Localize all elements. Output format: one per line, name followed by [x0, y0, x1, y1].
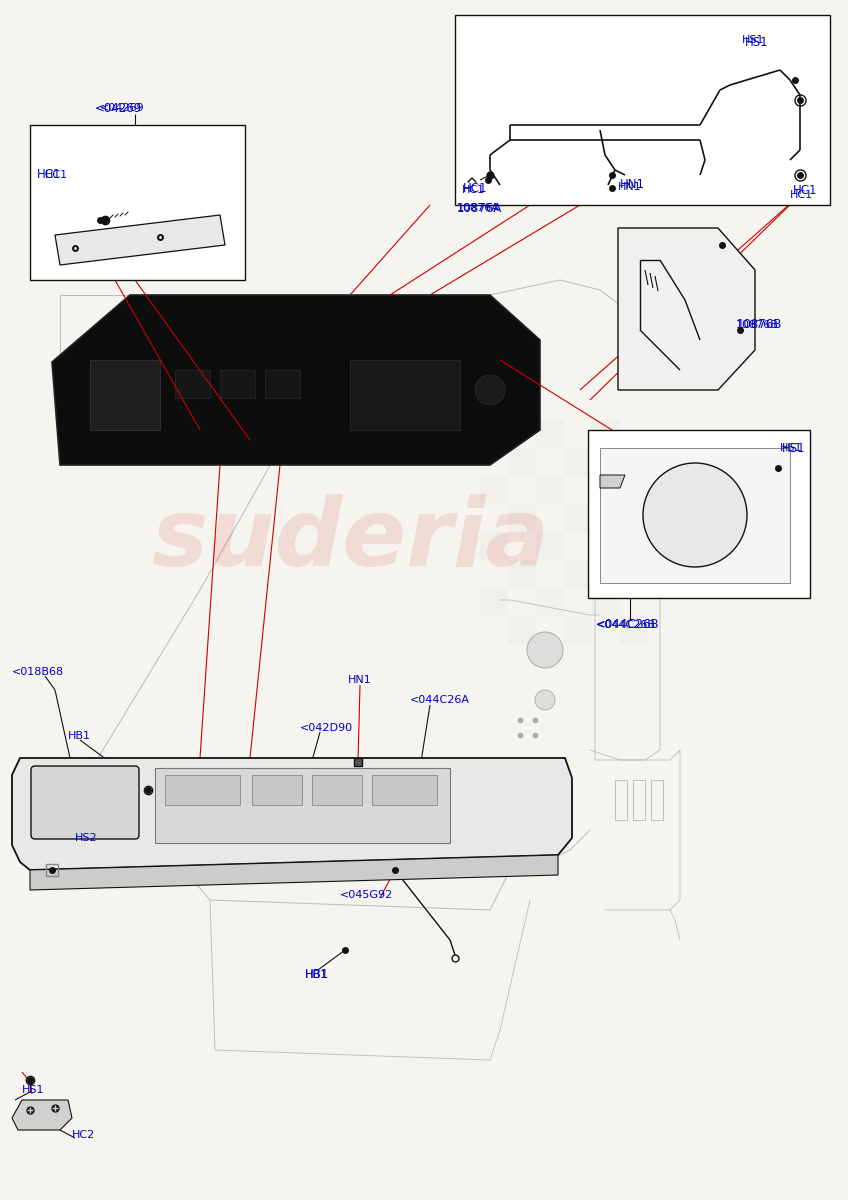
Text: <045G92: <045G92: [340, 890, 393, 900]
Text: suderia: suderia: [151, 494, 549, 586]
Text: 10876A: 10876A: [457, 203, 499, 214]
Polygon shape: [600, 475, 625, 488]
Circle shape: [527, 632, 563, 668]
Bar: [30, 125, 245, 280]
Bar: [651, 780, 663, 820]
Bar: [592, 420, 620, 448]
Bar: [508, 616, 536, 644]
Text: HB1: HB1: [305, 968, 329, 982]
Bar: [600, 448, 790, 583]
Text: HS2: HS2: [75, 833, 98, 842]
Text: HB1: HB1: [68, 731, 91, 740]
Text: <04269: <04269: [100, 103, 145, 113]
Bar: [480, 532, 508, 560]
Bar: [564, 504, 592, 532]
Circle shape: [475, 374, 505, 404]
Polygon shape: [52, 295, 540, 464]
Bar: [480, 588, 508, 616]
Bar: [620, 504, 648, 532]
Text: HS1: HS1: [745, 36, 768, 48]
Bar: [536, 588, 564, 616]
Bar: [350, 360, 460, 430]
Bar: [615, 780, 627, 820]
Bar: [372, 775, 437, 805]
Polygon shape: [12, 1100, 72, 1130]
Text: HS1: HS1: [22, 1085, 44, 1094]
Bar: [564, 560, 592, 588]
Bar: [588, 430, 810, 598]
Text: HC1: HC1: [463, 181, 488, 194]
FancyBboxPatch shape: [31, 766, 139, 839]
Text: <04269: <04269: [95, 102, 142, 114]
Text: <044C26B: <044C26B: [596, 618, 660, 631]
Bar: [265, 370, 300, 398]
Bar: [90, 360, 160, 430]
Bar: [480, 476, 508, 504]
Bar: [536, 420, 564, 448]
Text: HS1: HS1: [780, 443, 802, 452]
Bar: [536, 476, 564, 504]
Text: HC1: HC1: [793, 184, 817, 197]
Text: 10876B: 10876B: [737, 318, 783, 331]
Bar: [220, 370, 255, 398]
Bar: [508, 560, 536, 588]
Polygon shape: [455, 14, 830, 205]
Bar: [252, 775, 302, 805]
Bar: [155, 768, 450, 842]
Text: 10876B: 10876B: [736, 320, 778, 330]
Text: <044C26B: <044C26B: [596, 620, 656, 630]
Text: 10876A: 10876A: [457, 202, 502, 215]
Polygon shape: [12, 758, 572, 870]
Bar: [564, 616, 592, 644]
Bar: [165, 775, 240, 805]
Text: HN1: HN1: [618, 182, 642, 192]
Bar: [564, 448, 592, 476]
Bar: [536, 532, 564, 560]
Bar: [633, 780, 645, 820]
Bar: [592, 476, 620, 504]
Text: HN1: HN1: [620, 179, 645, 192]
Text: <042D90: <042D90: [300, 722, 353, 733]
Bar: [175, 370, 210, 398]
Text: HC1: HC1: [790, 190, 813, 200]
Text: HS1: HS1: [782, 442, 806, 455]
Text: HS1: HS1: [742, 35, 765, 44]
Bar: [620, 560, 648, 588]
Bar: [620, 448, 648, 476]
Polygon shape: [618, 228, 755, 390]
Text: HC1: HC1: [37, 168, 62, 181]
Bar: [312, 775, 362, 805]
Bar: [620, 616, 648, 644]
Text: <044C26A: <044C26A: [410, 695, 470, 704]
Circle shape: [535, 690, 555, 710]
Bar: [508, 504, 536, 532]
Text: HC2: HC2: [72, 1130, 95, 1140]
Polygon shape: [55, 215, 225, 265]
Bar: [480, 420, 508, 448]
Circle shape: [643, 463, 747, 566]
Text: HC1: HC1: [45, 170, 68, 180]
Bar: [592, 588, 620, 616]
Bar: [592, 532, 620, 560]
Bar: [508, 448, 536, 476]
Text: HN1: HN1: [348, 674, 371, 685]
Text: <018B68: <018B68: [12, 667, 64, 677]
Polygon shape: [30, 854, 558, 890]
Text: HB1: HB1: [305, 970, 328, 980]
Text: HC1: HC1: [462, 185, 485, 194]
